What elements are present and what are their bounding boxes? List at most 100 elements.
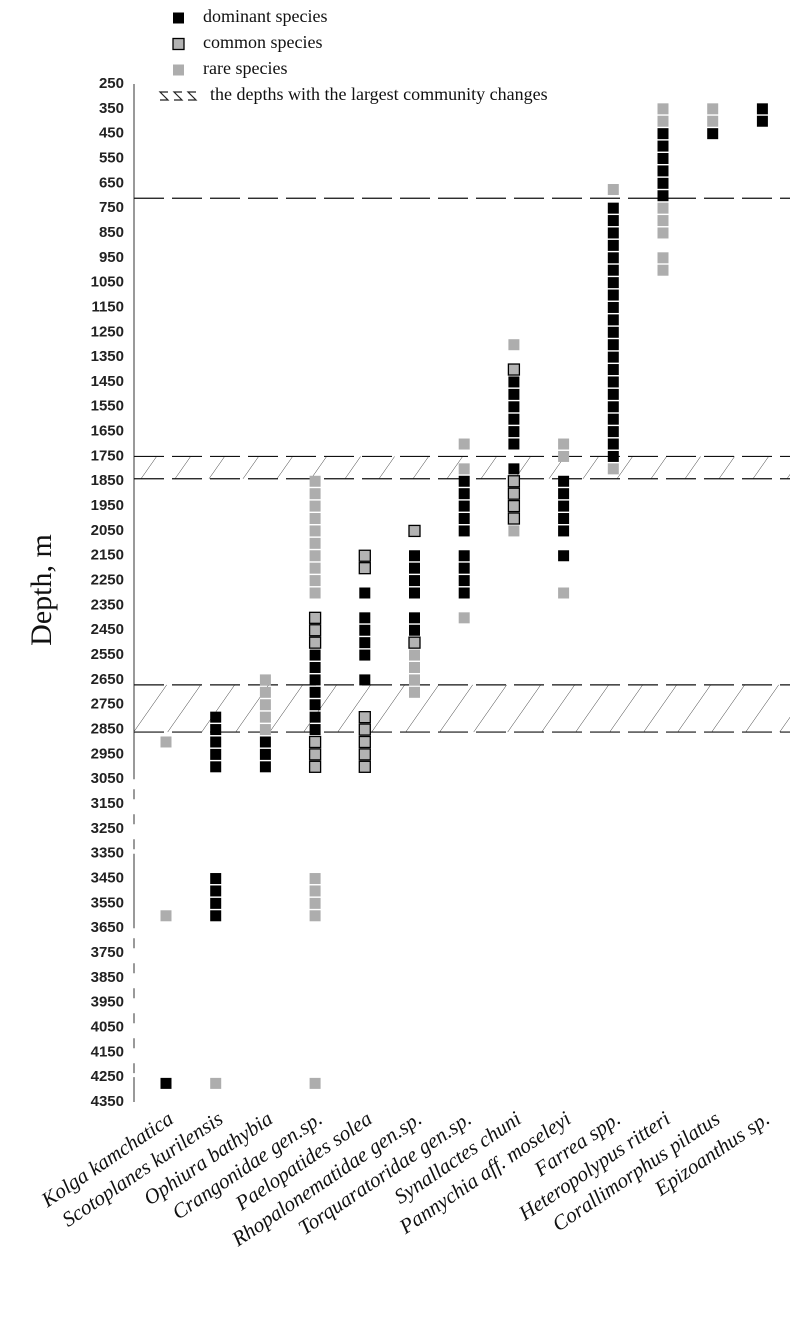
y-tick-label: 1250 <box>91 323 124 340</box>
species-marker <box>558 475 570 487</box>
species-marker <box>308 735 322 749</box>
y-tick-label: 2950 <box>91 745 124 762</box>
species-marker <box>607 227 619 239</box>
species-marker <box>657 115 669 127</box>
species-marker <box>607 184 619 196</box>
y-tick-label: 1950 <box>91 497 124 514</box>
species-marker <box>458 550 470 562</box>
species-marker <box>607 450 619 462</box>
species-marker <box>309 550 321 562</box>
y-tick-label: 2650 <box>91 671 124 688</box>
species-marker <box>259 761 271 773</box>
species-marker <box>558 438 570 450</box>
species-marker <box>607 339 619 351</box>
species-marker <box>309 513 321 525</box>
legend-hatch <box>172 91 184 101</box>
species-marker <box>308 611 322 624</box>
y-tick-label: 3550 <box>91 894 124 911</box>
legend-label: the depths with the largest community ch… <box>210 84 548 104</box>
species-marker <box>458 575 470 587</box>
species-marker <box>507 363 521 376</box>
species-marker <box>358 562 371 575</box>
species-marker <box>657 165 669 177</box>
species-marker <box>409 587 420 599</box>
species-marker <box>657 190 669 202</box>
change-band <box>134 684 790 733</box>
species-marker <box>309 873 321 885</box>
species-marker <box>607 426 619 438</box>
species-marker <box>259 724 271 736</box>
y-tick-label: 2850 <box>91 721 124 738</box>
species-marker <box>358 760 371 773</box>
species-marker <box>756 115 768 127</box>
species-marker <box>657 215 669 227</box>
species-marker <box>309 562 321 574</box>
species-marker <box>309 500 321 512</box>
species-marker <box>558 500 570 512</box>
y-tick-label: 2050 <box>91 522 124 539</box>
legend-marker <box>173 64 184 76</box>
legend-marker <box>172 37 185 51</box>
species-marker <box>408 524 421 538</box>
species-marker <box>508 525 520 537</box>
species-marker <box>409 575 420 587</box>
species-marker <box>358 723 371 736</box>
species-marker <box>358 735 371 749</box>
species-marker <box>508 438 520 450</box>
species-marker <box>358 710 371 724</box>
species-marker <box>210 1077 222 1089</box>
y-tick-label: 3450 <box>91 870 124 887</box>
species-marker <box>358 748 371 761</box>
y-tick-label: 3350 <box>91 845 124 862</box>
species-marker <box>309 525 321 537</box>
species-marker <box>507 499 521 513</box>
y-tick-label: 3650 <box>91 919 124 936</box>
species-marker <box>458 612 470 624</box>
y-tick-label: 450 <box>99 125 124 142</box>
species-marker <box>309 661 321 673</box>
y-tick-label: 1550 <box>91 398 124 415</box>
species-marker <box>309 885 321 897</box>
species-marker <box>657 202 669 214</box>
species-marker <box>508 376 520 388</box>
y-tick-label: 1350 <box>91 348 124 365</box>
species-marker <box>309 488 321 500</box>
species-marker <box>309 724 321 736</box>
species-marker <box>607 401 619 413</box>
legend-label: rare species <box>203 58 287 78</box>
species-marker <box>210 873 222 885</box>
species-marker <box>756 103 768 115</box>
species-marker <box>607 289 619 301</box>
species-marker <box>409 661 420 673</box>
species-marker <box>508 413 520 425</box>
legend-marker <box>173 12 184 24</box>
species-marker <box>409 550 420 562</box>
y-tick-label: 950 <box>99 249 124 266</box>
y-tick-label: 2450 <box>91 621 124 638</box>
y-tick-label: 3950 <box>91 994 124 1011</box>
species-marker <box>458 525 470 537</box>
species-marker <box>259 736 271 748</box>
y-tick-label: 750 <box>99 199 124 216</box>
species-marker <box>308 624 322 637</box>
species-marker <box>210 885 222 897</box>
species-marker <box>657 128 669 140</box>
species-marker <box>657 177 669 189</box>
species-marker <box>607 215 619 227</box>
species-marker <box>458 475 470 487</box>
species-marker <box>309 1077 321 1089</box>
species-marker <box>409 674 420 686</box>
legend-label: common species <box>203 32 322 52</box>
species-marker <box>259 699 271 711</box>
species-marker <box>607 264 619 276</box>
legend-label: dominant species <box>203 6 327 26</box>
species-marker <box>607 252 619 264</box>
species-marker <box>607 388 619 400</box>
species-marker <box>508 388 520 400</box>
species-marker <box>210 761 222 773</box>
species-marker <box>210 736 222 748</box>
species-marker <box>259 686 271 698</box>
species-marker <box>259 674 271 686</box>
species-marker <box>359 637 371 649</box>
